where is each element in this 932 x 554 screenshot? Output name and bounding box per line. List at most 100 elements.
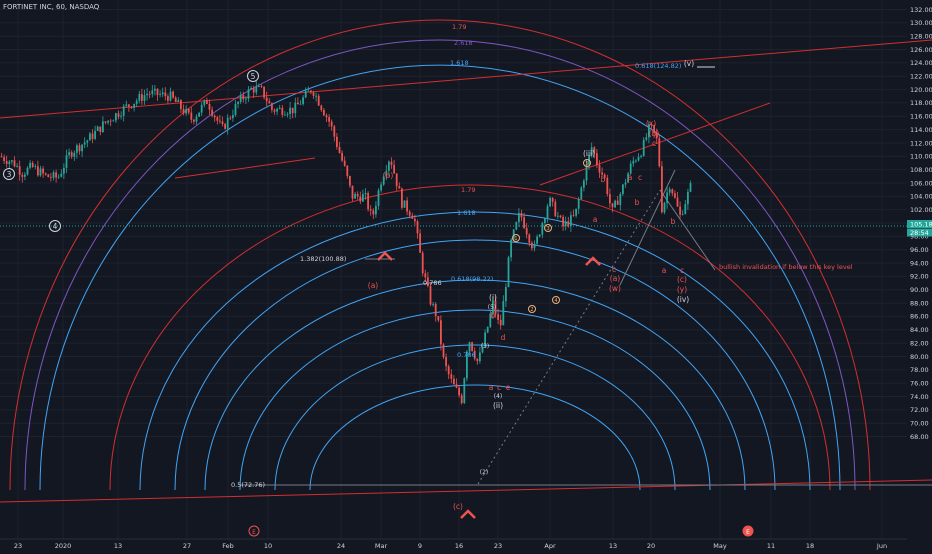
candle-body (115, 113, 117, 121)
price-tick: 94.00 (910, 259, 929, 267)
candle-body (635, 160, 637, 162)
wave-a-mid: (a) (610, 274, 621, 283)
candle-body (473, 350, 476, 359)
candle-body (104, 121, 107, 123)
time-tick: 20 (647, 542, 655, 550)
candle-body (203, 100, 206, 105)
candle-body (424, 273, 427, 278)
candle-body (307, 90, 310, 92)
candle-body (653, 124, 655, 133)
candle-body (109, 120, 112, 122)
candle-body (343, 160, 346, 166)
candle-body (476, 358, 479, 362)
candle-body (312, 92, 315, 96)
candle-body (65, 155, 68, 168)
wave-a3: a (662, 266, 667, 275)
candle-body (133, 103, 135, 108)
candle-body (8, 161, 11, 164)
candle-body (44, 173, 47, 175)
candle-body (245, 98, 247, 100)
minor-3-label: 3 (546, 226, 549, 232)
candle-body (479, 352, 481, 362)
candle-body (94, 130, 96, 139)
candle-body (128, 104, 130, 107)
candle-body (432, 303, 434, 305)
earnings-marker-2-text: E (746, 529, 750, 536)
candle-body (328, 117, 330, 122)
price-tick: 132.00 (910, 6, 932, 14)
candle-body (159, 94, 161, 95)
time-tick: Apr (544, 542, 556, 550)
fib-arc-1.618-large (39, 64, 841, 491)
fib-labels: 1.79 2.618 1.618 0.618(124.82) 1.79 1.61… (231, 23, 681, 489)
candle-body (172, 91, 174, 98)
price-tick: 102.00 (910, 206, 932, 214)
candle-body (234, 103, 237, 116)
wave-c-small: c (497, 383, 501, 392)
candle-body (50, 177, 52, 178)
candle-body (174, 97, 177, 102)
minor-2-label: 2 (530, 307, 533, 313)
candle-body (208, 103, 211, 110)
candle-body (302, 97, 304, 104)
candle-body (226, 117, 229, 129)
candle-body (102, 121, 104, 133)
candle-body (89, 133, 91, 141)
fib-arc-inner-2 (309, 384, 641, 491)
candle-body (167, 96, 169, 101)
caret-1 (377, 251, 393, 261)
candle-body (658, 138, 661, 167)
wave-iii-sub: (iii) (583, 149, 595, 158)
price-axis: 132.00 130.00 128.00 126.00 124.00 122.00 120.… (910, 6, 932, 441)
candle-body (668, 189, 671, 193)
wave-3-circle (3, 168, 15, 180)
wave-3-label: 3 (7, 170, 12, 179)
candle-body (497, 314, 499, 320)
wave-iii-a: a (593, 215, 598, 224)
candle-body (73, 152, 76, 157)
candle-body (661, 166, 663, 213)
candle-body (351, 185, 354, 199)
candle-body (260, 86, 263, 87)
candle-body (190, 112, 193, 120)
wave-w-mid: (w) (609, 284, 621, 293)
candle-body (460, 395, 463, 404)
candle-body (494, 300, 497, 315)
candle-body (499, 319, 502, 326)
candle-body (229, 117, 232, 119)
candle-body (70, 152, 73, 157)
fib-label-0.618-top: 0.618(124.82) (635, 62, 681, 70)
candle-body (663, 202, 666, 213)
candle-body (315, 95, 317, 97)
candle-body (216, 117, 219, 121)
candle-body (156, 88, 159, 95)
fib-arc-0.786 (239, 309, 711, 491)
candle-body (310, 90, 312, 93)
candle-body (505, 287, 507, 302)
candle-body (42, 168, 44, 174)
candle-body (375, 205, 377, 215)
candle-body (627, 173, 629, 183)
candle-body (450, 374, 453, 379)
candle-body (299, 103, 302, 105)
candle-body (185, 108, 187, 114)
candle-body (206, 100, 208, 104)
fib-arc-1.618-mid (139, 211, 811, 491)
wave-ii-sub: (ii) (493, 401, 503, 410)
candle-body (219, 120, 221, 122)
candle-body (512, 229, 515, 240)
candle-body (242, 95, 245, 100)
candle-body (567, 221, 570, 227)
price-tick: 104.00 (910, 193, 932, 201)
time-tick: Feb (222, 542, 234, 550)
candle-body (289, 107, 291, 114)
time-tick: 16 (455, 542, 463, 550)
candle-body (0, 156, 3, 158)
candle-body (520, 212, 523, 218)
candle-body (187, 108, 190, 113)
candle-body (86, 140, 89, 143)
candle-body (169, 91, 172, 101)
event-markers[interactable]: E E (248, 525, 754, 537)
candle-body (330, 121, 333, 127)
